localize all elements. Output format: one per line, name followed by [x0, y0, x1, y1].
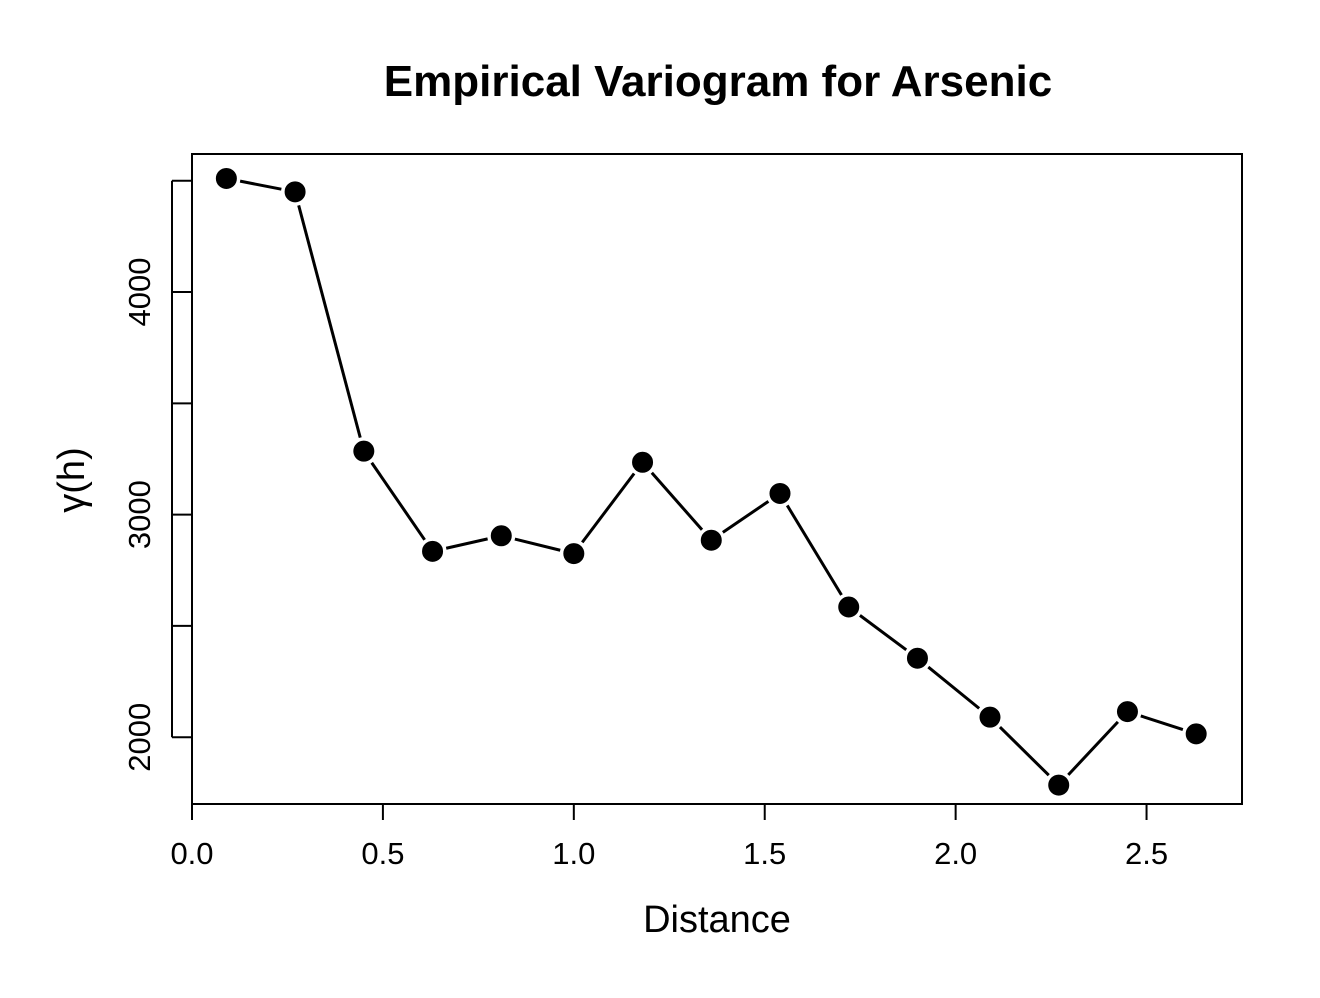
data-point — [281, 178, 309, 206]
series-segment — [514, 537, 561, 552]
plot-area — [191, 153, 1243, 805]
series-segment — [1140, 714, 1184, 731]
data-point — [629, 448, 657, 476]
data-point — [903, 644, 931, 672]
data-point — [1113, 698, 1141, 726]
series-segment — [927, 665, 981, 710]
x-tick-label: 2.5 — [1125, 836, 1168, 871]
series-segment — [722, 500, 770, 534]
x-axis: 0.0 0.5 1.0 1.5 2.0 2.5 — [170, 803, 1168, 871]
data-point — [419, 537, 447, 565]
series-segment — [370, 461, 426, 541]
data-point — [976, 703, 1004, 731]
series-segment — [785, 504, 843, 596]
series-segment — [1067, 720, 1119, 776]
series-segment — [859, 614, 908, 652]
x-tick-label: 0.5 — [361, 836, 404, 871]
y-tick-label: 3000 — [122, 480, 157, 549]
data-point — [766, 479, 794, 507]
data-point — [487, 522, 515, 550]
data-point — [350, 437, 378, 465]
series-segment — [581, 472, 636, 544]
data-point — [1182, 720, 1210, 748]
series-segment — [297, 204, 362, 439]
series-segment — [239, 179, 282, 191]
y-axis-label: γ(h) — [51, 447, 93, 512]
x-tick-label: 2.0 — [934, 836, 977, 871]
x-tick-label: 1.5 — [743, 836, 786, 871]
data-point — [560, 540, 588, 568]
y-tick-label: 4000 — [122, 258, 157, 327]
x-tick-label: 1.0 — [552, 836, 595, 871]
x-tick-label: 0.0 — [170, 836, 213, 871]
data-point — [1045, 771, 1073, 799]
x-axis-label: Distance — [643, 899, 791, 941]
data-point — [697, 526, 725, 554]
series-segment — [650, 471, 704, 531]
data-point — [835, 593, 863, 621]
series-segment — [445, 537, 488, 550]
series-segment — [998, 725, 1050, 777]
data-point — [212, 164, 240, 192]
series-group — [212, 164, 1210, 799]
y-axis: 2000 3000 4000 — [122, 179, 192, 772]
chart-title: Empirical Variogram for Arsenic — [384, 57, 1052, 106]
y-tick-label: 2000 — [122, 703, 157, 772]
